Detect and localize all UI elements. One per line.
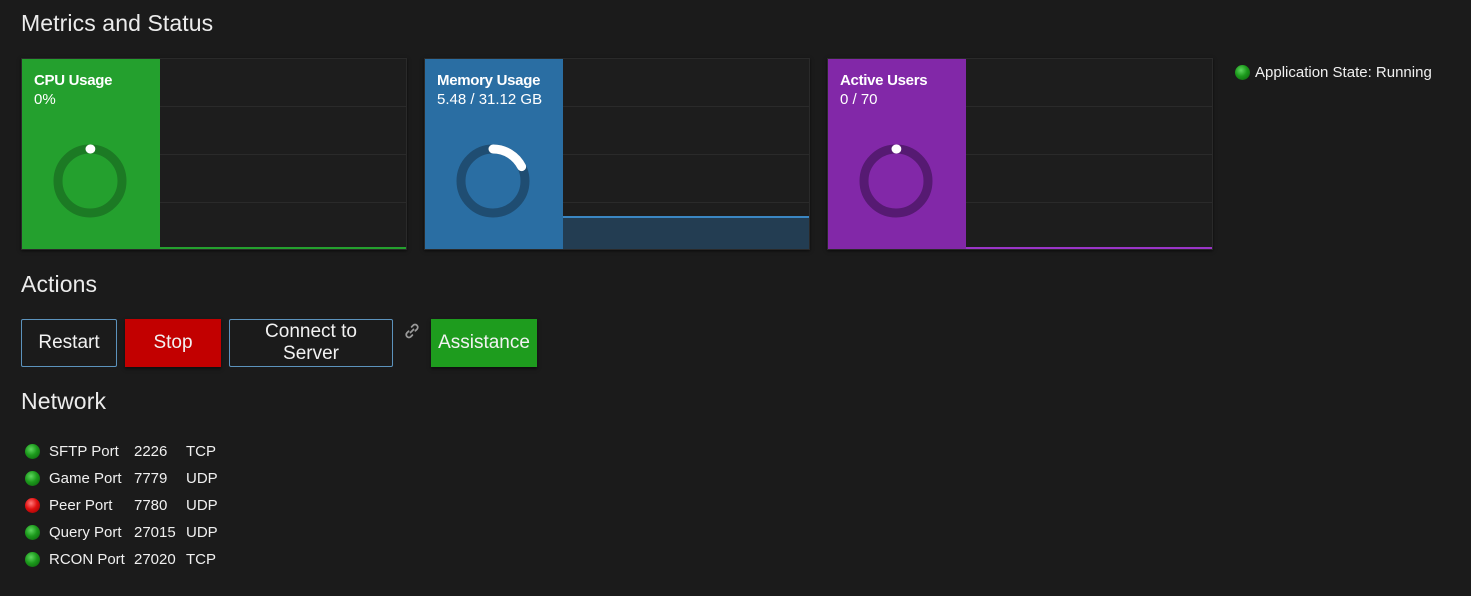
active-users-graph [966,59,1212,249]
grid-line [966,154,1212,155]
active-users-gauge [859,144,933,218]
metrics-title: Metrics and Status [21,10,214,36]
grid-line [160,154,406,155]
grid-line [160,202,406,203]
network-title: Network [21,388,107,414]
port-name: Game Port [49,470,122,487]
port-row: Game Port 7779 UDP [25,465,226,492]
application-state-label: Application State: Running [1255,64,1432,81]
active-users-panel: Active Users 0 / 70 [828,59,966,249]
port-row: RCON Port 27020 TCP [25,546,226,573]
cpu-usage-graph [160,59,406,249]
network-ports-list: SFTP Port 2226 TCP Game Port 7779 UDP Pe… [25,438,226,573]
port-name: RCON Port [49,551,125,568]
grid-line [160,106,406,107]
port-protocol: TCP [186,551,216,568]
cpu-usage-panel: CPU Usage 0% [22,59,160,249]
actions-title: Actions [21,271,98,297]
port-status-dot-icon [25,525,40,540]
active-users-line [966,247,1212,249]
link-icon[interactable] [403,322,421,340]
gauge-arc [488,144,527,172]
port-name: Peer Port [49,497,113,514]
port-status-dot-icon [25,444,40,459]
port-row: SFTP Port 2226 TCP [25,438,226,465]
port-number: 2226 [134,443,168,460]
memory-usage-gauge [456,144,530,218]
memory-usage-graph [563,59,809,249]
port-row: Query Port 27015 UDP [25,519,226,546]
memory-usage-title: Memory Usage [437,72,541,89]
port-number: 27015 [134,524,176,541]
port-name: Query Port [49,524,122,541]
grid-line [966,202,1212,203]
cpu-usage-title: CPU Usage [34,72,113,89]
gauge-track [53,144,127,218]
port-number: 27020 [134,551,176,568]
stop-button[interactable]: Stop [125,319,221,367]
restart-button[interactable]: Restart [21,319,117,367]
port-row: Peer Port 7780 UDP [25,492,226,519]
port-status-dot-icon [25,498,40,513]
status-dot-icon [1235,65,1250,80]
assistance-button[interactable]: Assistance [431,319,537,367]
grid-line [966,106,1212,107]
actions-bar: Restart Stop Connect to Server Assistanc… [21,319,537,367]
cpu-usage-line [160,247,406,249]
port-number: 7779 [134,470,168,487]
grid-line [563,106,809,107]
memory-usage-card: Memory Usage 5.48 / 31.12 GB [424,58,810,250]
port-protocol: UDP [186,497,218,514]
grid-line [563,202,809,203]
active-users-value: 0 / 70 [840,91,878,108]
port-protocol: TCP [186,443,216,460]
port-protocol: UDP [186,470,218,487]
memory-usage-area [563,216,809,249]
port-number: 7780 [134,497,168,514]
grid-line [563,154,809,155]
active-users-card: Active Users 0 / 70 [827,58,1213,250]
cpu-usage-gauge [53,144,127,218]
port-name: SFTP Port [49,443,119,460]
memory-usage-value: 5.48 / 31.12 GB [437,91,543,108]
application-state: Application State: Running [1235,64,1432,81]
active-users-title: Active Users [840,72,928,89]
memory-usage-panel: Memory Usage 5.48 / 31.12 GB [425,59,563,249]
port-protocol: UDP [186,524,218,541]
cpu-usage-card: CPU Usage 0% [21,58,407,250]
gauge-track [859,144,933,218]
port-status-dot-icon [25,552,40,567]
connect-to-server-button[interactable]: Connect to Server [229,319,393,367]
metrics-row: CPU Usage 0% Memory Usage 5.48 / 31.12 G… [21,58,1213,250]
port-status-dot-icon [25,471,40,486]
cpu-usage-value: 0% [34,91,56,108]
